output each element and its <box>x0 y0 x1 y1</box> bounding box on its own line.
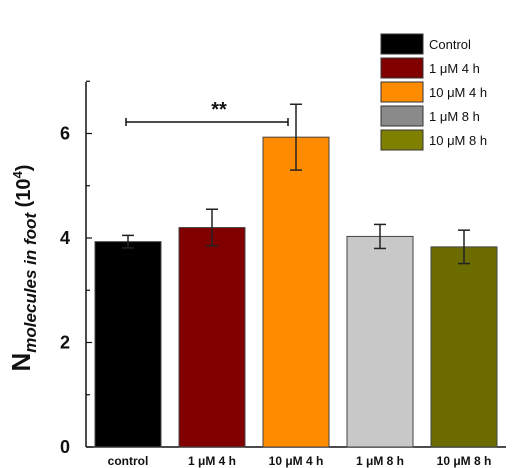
legend-label-10um-8h: 10 μM 8 h <box>429 133 487 148</box>
y-tick-label-0: 0 <box>60 437 70 457</box>
y-axis-label-exp: 4 <box>10 170 25 178</box>
y-axis-label-close: ) <box>13 165 35 172</box>
bar-10-m-8-h <box>430 246 498 448</box>
x-category-label-10-m-4-h: 10 μM 4 h <box>269 454 324 468</box>
y-tick-label-2: 2 <box>60 333 70 353</box>
bar-10-m-4-h <box>262 136 330 448</box>
legend-swatch-10um-4h <box>380 81 424 103</box>
legend-label-10um-4h: 10 μM 4 h <box>429 85 487 100</box>
legend-swatch-control <box>380 33 424 55</box>
legend-label-control: Control <box>429 37 471 52</box>
significance-label: ** <box>211 99 227 121</box>
legend-label-1um-4h: 1 μM 4 h <box>429 61 480 76</box>
legend-swatch-1um-4h <box>380 57 424 79</box>
bar-1-m-8-h <box>346 235 414 448</box>
x-category-label-control: control <box>108 454 149 468</box>
legend-label-1um-8h: 1 μM 8 h <box>429 109 480 124</box>
bar-1-m-4-h <box>178 227 246 448</box>
x-category-label-1-m-4-h: 1 μM 4 h <box>188 454 236 468</box>
plot-area: ** <box>85 82 506 448</box>
y-tick-label-6: 6 <box>60 124 70 144</box>
bar-control <box>94 241 162 448</box>
x-category-label-1-m-8-h: 1 μM 8 h <box>356 454 404 468</box>
y-tick-label-4: 4 <box>60 228 70 248</box>
y-axis-label-sub: molecules in foot <box>21 212 40 353</box>
legend: Control 1 μM 4 h 10 μM 4 h 1 μM 8 h 10 μ… <box>380 33 487 151</box>
x-category-label-10-m-8-h: 10 μM 8 h <box>437 454 492 468</box>
y-axis-label-unit: (10 <box>13 178 35 212</box>
y-axis-ticks: 0 2 4 6 <box>60 80 92 457</box>
legend-swatch-10um-8h <box>380 129 424 151</box>
legend-swatch-1um-8h <box>380 105 424 127</box>
y-axis-label: Nmolecules in foot (104) <box>6 165 40 372</box>
x-axis-categories: control 1 μM 4 h 10 μM 4 h 1 μM 8 h 10 μM 8 … <box>108 454 492 468</box>
y-axis-label-main: N <box>6 353 36 372</box>
